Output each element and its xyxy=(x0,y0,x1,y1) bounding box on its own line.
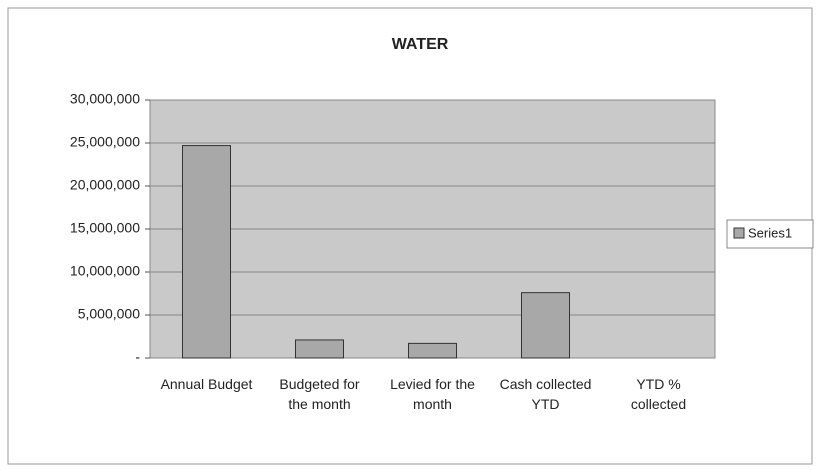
bar xyxy=(521,292,570,359)
chart-title: WATER xyxy=(392,36,449,53)
y-tick-label: - xyxy=(135,349,140,365)
y-tick-label: 30,000,000 xyxy=(70,91,140,107)
x-tick-label: Cash collected YTD xyxy=(499,376,592,412)
legend-label: Series1 xyxy=(748,225,792,240)
x-tick-label: Levied for the month xyxy=(390,376,475,412)
legend-swatch xyxy=(733,227,745,239)
y-tick-label: 10,000,000 xyxy=(70,263,140,279)
bar xyxy=(182,145,231,359)
y-tick-label: 5,000,000 xyxy=(78,306,140,322)
bar xyxy=(408,342,457,359)
legend-box xyxy=(726,219,814,249)
y-tick-label: 25,000,000 xyxy=(70,134,140,150)
y-tick-label: 20,000,000 xyxy=(70,177,140,193)
y-tick-label: 15,000,000 xyxy=(70,220,140,236)
bar xyxy=(295,339,344,359)
x-tick-label: YTD % collected xyxy=(630,376,687,412)
x-tick-label: Annual Budget xyxy=(160,376,253,392)
x-tick-label: Budgeted for the month xyxy=(279,376,360,412)
